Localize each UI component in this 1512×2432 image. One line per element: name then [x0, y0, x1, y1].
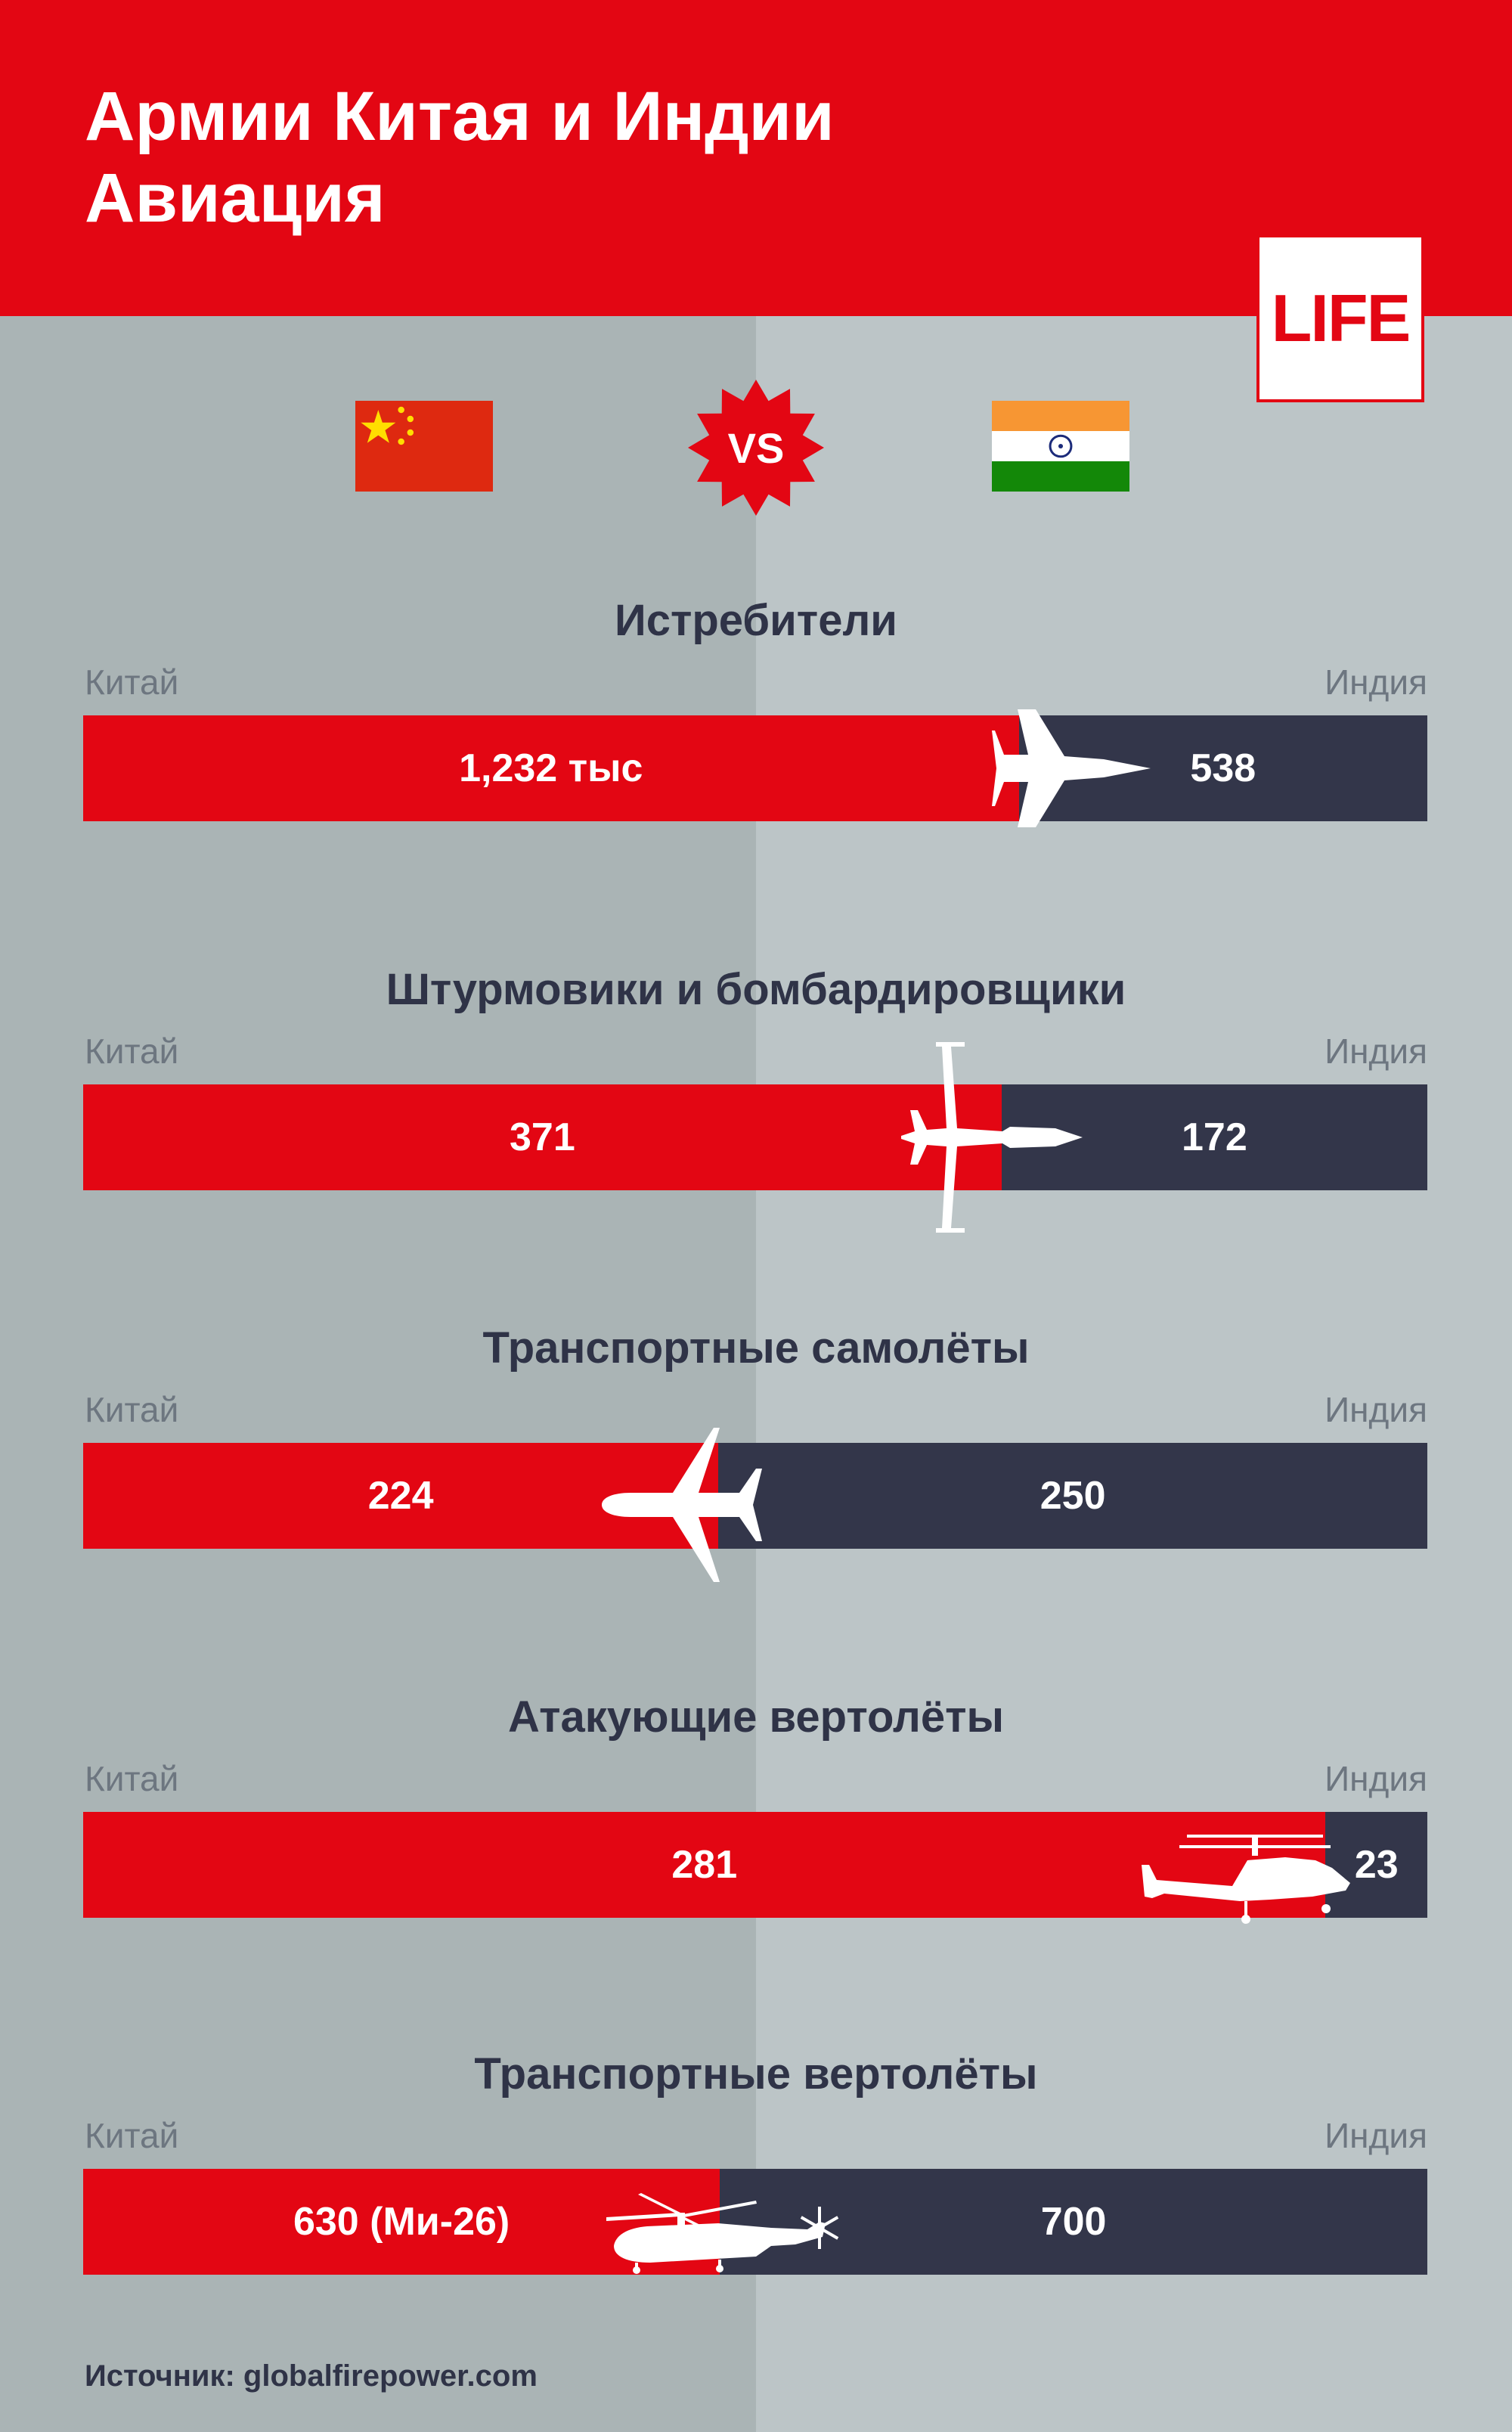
comparison-bar: 630 (Ми-26) 700: [83, 2169, 1427, 2275]
bar-segment-china: [83, 2169, 720, 2275]
chart-transport-helicopters: Транспортные вертолёты Китай Индия 630 (…: [0, 2048, 1512, 2305]
vs-starburst-shape: [688, 380, 824, 516]
category-label-china: Китай: [85, 2116, 179, 2155]
category-label-china: Китай: [85, 1390, 179, 1429]
value-label-china: 1,232 тыс: [459, 746, 643, 790]
background-left-panel: [0, 316, 756, 2432]
value-label-india: 538: [1190, 746, 1256, 790]
category-label-china: Китай: [85, 662, 179, 702]
india-flag-icon: [992, 401, 1129, 492]
category-label-india: Индия: [1325, 1390, 1427, 1429]
chart-attack-bombers: Штурмовики и бомбардировщики Китай Индия…: [0, 963, 1512, 1233]
vs-label: VS: [727, 423, 785, 472]
chart-title: Транспортные вертолёты: [474, 2049, 1038, 2099]
chart-title: Штурмовики и бомбардировщики: [386, 965, 1126, 1014]
category-label-china: Китай: [85, 1759, 179, 1798]
category-label-india: Индия: [1325, 1759, 1427, 1798]
value-label-china: 371: [510, 1115, 575, 1159]
logo-text: LIFE: [1271, 281, 1411, 355]
comparison-bar: 281 23: [83, 1812, 1427, 1918]
source-note: Источник: globalfirepower.com: [85, 2359, 538, 2393]
comparison-bar: 371 172: [83, 1084, 1427, 1190]
value-label-china: 281: [671, 1843, 738, 1887]
background-right-panel: [756, 316, 1512, 2432]
value-label-india: 250: [1040, 1474, 1106, 1518]
chart-fighters: Истребители Китай Индия 1,232 тыс 538: [0, 594, 1512, 852]
title-line-2: Авиация: [85, 160, 386, 237]
value-label-india: 172: [1182, 1115, 1247, 1159]
bar-segment-china: [83, 1812, 1326, 1918]
bar-segment-china: [83, 1084, 1002, 1190]
vs-badge: VS: [686, 378, 826, 517]
category-label-china: Китай: [85, 1031, 179, 1071]
value-label-india: 23: [1354, 1843, 1399, 1887]
title-line-1: Армии Китая и Индии: [85, 78, 835, 155]
category-label-india: Индия: [1325, 662, 1427, 702]
chart-title: Истребители: [615, 596, 897, 645]
chart-title: Транспортные самолёты: [482, 1323, 1030, 1373]
bar-segment-china: [83, 715, 1019, 821]
value-label-india: 700: [1040, 2200, 1107, 2244]
chart-transport-planes: Транспортные самолёты Китай Индия 224 25…: [0, 1322, 1512, 1582]
chart-attack-helicopters: Атакующие вертолёты Китай Индия 281 23: [0, 1691, 1512, 1948]
value-label-china: 224: [367, 1474, 434, 1518]
category-label-india: Индия: [1325, 1031, 1427, 1071]
category-label-india: Индия: [1325, 2116, 1427, 2155]
transport-plane-icon: [600, 1425, 771, 1585]
fighter-jet-icon: [990, 708, 1157, 829]
comparison-bar: 1,232 тыс 538: [83, 715, 1427, 821]
attack-aircraft-icon: [897, 1041, 1086, 1234]
vs-starburst-icon: [688, 380, 824, 516]
transport-helicopter-icon: [605, 2192, 847, 2276]
china-flag-icon: [355, 401, 493, 492]
value-label-china: 630 (Ми-26): [293, 2200, 510, 2244]
attack-helicopter-icon: [1134, 1830, 1361, 1924]
life-logo: LIFE: [1256, 234, 1424, 402]
page-title: Армии Китая и Индии Авиация: [85, 76, 835, 239]
chart-title: Атакующие вертолёты: [507, 1692, 1005, 1742]
